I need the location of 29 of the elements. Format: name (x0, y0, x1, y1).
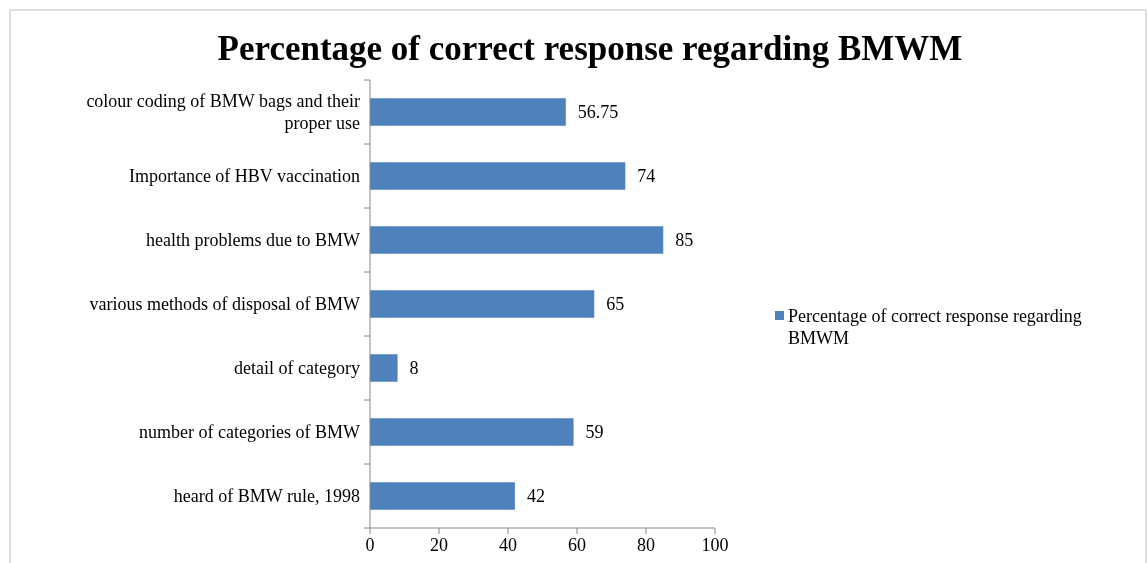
data-label: 65 (606, 294, 625, 314)
y-tick-label: various methods of disposal of BMW (89, 294, 360, 314)
data-label: 42 (526, 486, 545, 506)
y-tick-label: health problems due to BMW (146, 230, 360, 250)
bar (370, 98, 566, 126)
x-tick-label: 80 (637, 535, 655, 555)
x-tick-label: 40 (499, 535, 517, 555)
x-tick-label: 100 (701, 535, 729, 555)
data-label: 59 (585, 422, 604, 442)
bar (370, 162, 626, 190)
x-tick-label: 0 (365, 535, 375, 555)
legend-label: Percentage of correct response regarding BMWM (788, 306, 1082, 348)
y-tick-label: detail of category (234, 358, 360, 378)
x-tick-label: 60 (568, 535, 586, 555)
bar (370, 354, 398, 382)
y-tick-label: number of categories of BMW (139, 422, 360, 442)
data-label: 56.75 (577, 102, 619, 122)
bar (370, 226, 664, 254)
y-tick-label: Importance of HBV vaccination (128, 166, 360, 186)
data-label: 8 (409, 358, 419, 378)
data-label: 74 (637, 166, 656, 186)
bar (370, 290, 595, 318)
bar (370, 482, 515, 510)
x-tick-label: 20 (430, 535, 448, 555)
y-tick-label: heard of BMW rule, 1998 (173, 486, 360, 506)
chart-title: Percentage of correct response regarding BMWM (217, 29, 963, 68)
y-tick-label: colour coding of BMW bags and their proper use (86, 91, 360, 133)
data-label: 85 (675, 230, 694, 250)
bar (370, 418, 574, 446)
